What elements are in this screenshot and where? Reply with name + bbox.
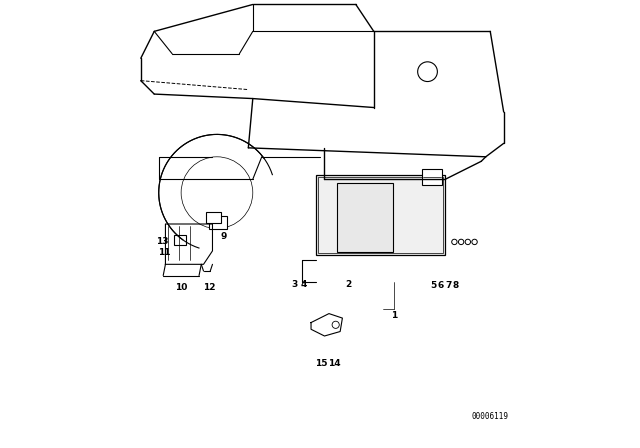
- Text: 5: 5: [430, 281, 436, 290]
- Text: 8: 8: [452, 281, 459, 290]
- FancyBboxPatch shape: [173, 235, 186, 245]
- FancyBboxPatch shape: [337, 183, 392, 252]
- Text: 1: 1: [391, 311, 397, 320]
- Text: 3: 3: [292, 280, 298, 289]
- Text: 7: 7: [445, 281, 451, 290]
- Text: 15: 15: [315, 359, 327, 368]
- Text: 2: 2: [345, 280, 351, 289]
- Text: 12: 12: [203, 283, 216, 292]
- Text: 10: 10: [175, 283, 188, 292]
- Bar: [317, 177, 443, 253]
- Bar: [316, 175, 445, 255]
- Text: 14: 14: [328, 359, 341, 368]
- Text: 11: 11: [158, 248, 170, 257]
- Text: 6: 6: [437, 281, 444, 290]
- Text: 9: 9: [221, 232, 227, 241]
- FancyBboxPatch shape: [206, 212, 221, 223]
- Text: 00006119: 00006119: [472, 412, 509, 421]
- FancyBboxPatch shape: [422, 169, 442, 185]
- Text: 13: 13: [156, 237, 168, 246]
- FancyBboxPatch shape: [209, 216, 227, 229]
- Text: 4: 4: [301, 280, 307, 289]
